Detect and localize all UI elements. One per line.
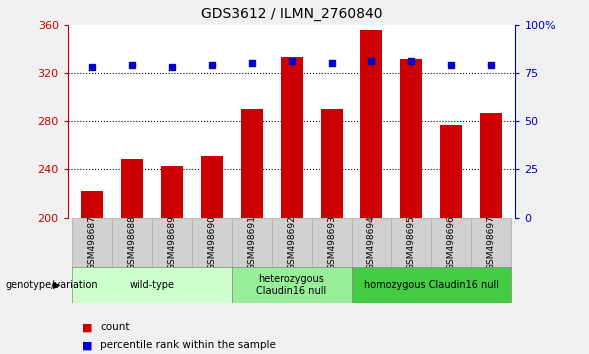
Bar [320,109,343,218]
Text: percentile rank within the sample: percentile rank within the sample [100,340,276,350]
Text: homozygous Claudin16 null: homozygous Claudin16 null [364,280,499,290]
Title: GDS3612 / ILMN_2760840: GDS3612 / ILMN_2760840 [201,7,382,21]
Text: GSM498697: GSM498697 [487,215,496,270]
Bar [81,191,102,218]
Text: ■: ■ [82,322,93,332]
Text: genotype/variation: genotype/variation [6,280,98,290]
Text: count: count [100,322,130,332]
FancyBboxPatch shape [231,218,272,267]
Text: GSM498696: GSM498696 [447,215,456,270]
FancyBboxPatch shape [112,218,152,267]
Bar [481,113,502,218]
Bar [201,156,223,218]
FancyBboxPatch shape [352,267,511,303]
Bar [121,159,143,218]
FancyBboxPatch shape [352,218,392,267]
FancyBboxPatch shape [392,218,431,267]
Bar [401,58,422,218]
Text: GSM498694: GSM498694 [367,215,376,270]
Text: GSM498695: GSM498695 [407,215,416,270]
Text: ▶: ▶ [53,280,61,290]
Text: GSM498691: GSM498691 [247,215,256,270]
Text: GSM498687: GSM498687 [87,215,96,270]
FancyBboxPatch shape [312,218,352,267]
FancyBboxPatch shape [72,267,231,303]
FancyBboxPatch shape [272,218,312,267]
Text: wild-type: wild-type [129,280,174,290]
Text: GSM498693: GSM498693 [327,215,336,270]
FancyBboxPatch shape [152,218,191,267]
Bar [280,57,303,218]
Bar [360,30,382,218]
FancyBboxPatch shape [231,267,352,303]
Text: GSM498690: GSM498690 [207,215,216,270]
Bar [240,109,263,218]
Bar [441,125,462,218]
Text: ■: ■ [82,340,93,350]
Text: GSM498692: GSM498692 [287,215,296,270]
Text: heterozygous
Claudin16 null: heterozygous Claudin16 null [256,274,327,296]
Text: GSM498688: GSM498688 [127,215,136,270]
Bar [161,166,183,218]
FancyBboxPatch shape [191,218,231,267]
FancyBboxPatch shape [72,218,112,267]
Text: GSM498689: GSM498689 [167,215,176,270]
FancyBboxPatch shape [431,218,471,267]
FancyBboxPatch shape [471,218,511,267]
